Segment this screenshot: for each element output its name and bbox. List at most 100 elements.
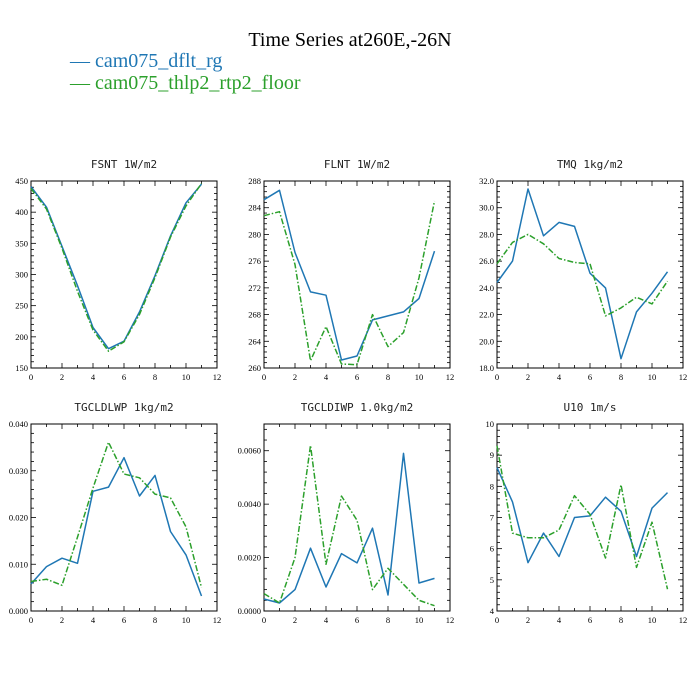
x-tick-label: 2: [526, 372, 530, 382]
x-tick-label: 4: [91, 372, 96, 382]
y-tick-label: 150: [15, 363, 28, 373]
plot-frame: [263, 180, 451, 369]
legend-item-series2: — cam075_thlp2_rtp2_floor: [70, 72, 301, 94]
y-tick-label: 18.0: [479, 363, 494, 373]
y-tick-label: 276: [248, 256, 261, 266]
series-line-1: [263, 189, 436, 361]
y-tick-label: 32.0: [479, 176, 494, 186]
y-tick-label: 20.0: [479, 336, 494, 346]
series-line-1: [263, 452, 435, 604]
x-tick-label: 4: [557, 615, 562, 625]
x-tick-label: 0: [29, 372, 33, 382]
y-tick-label: 0.030: [9, 466, 28, 476]
panel-title: TMQ 1kg/m2: [557, 158, 623, 171]
y-tick-label: 272: [248, 283, 261, 293]
x-tick-label: 4: [324, 372, 329, 382]
series-line-2: [496, 233, 669, 317]
y-tick-label: 400: [15, 207, 28, 217]
y-tick-label: 22.0: [479, 310, 494, 320]
series-line-2: [496, 445, 669, 590]
x-tick-label: 6: [588, 372, 592, 382]
y-tick-label: 200: [15, 332, 28, 342]
x-tick-label: 8: [619, 372, 623, 382]
x-tick-label: 0: [262, 615, 266, 625]
panel-title: TGCLDIWP 1.0kg/m2: [301, 401, 414, 414]
y-tick-label: 4: [490, 606, 495, 616]
chart-panel-2: FLNT 1W/m2 0 2 4 6 8 10 12 260 264 268 272 276 280 284…: [248, 158, 454, 382]
series-line-2: [30, 441, 203, 588]
y-tick-label: 0.0060: [238, 446, 261, 456]
plot-frame: [496, 180, 684, 369]
y-tick-label: 0.0040: [238, 499, 261, 509]
y-tick-label: 10: [486, 419, 495, 429]
legend-item-series1: — cam075_dflt_rg: [70, 50, 223, 72]
x-tick-label: 10: [182, 372, 191, 382]
y-tick-label: 8: [490, 481, 494, 491]
x-tick-label: 0: [29, 615, 33, 625]
series-line-2: [263, 200, 436, 366]
x-tick-label: 8: [386, 372, 390, 382]
x-tick-label: 12: [446, 372, 455, 382]
series-line-2: [263, 444, 435, 607]
y-tick-label: 0.040: [9, 419, 28, 429]
y-tick-label: 260: [248, 363, 261, 373]
x-tick-label: 6: [588, 615, 592, 625]
x-tick-label: 4: [324, 615, 329, 625]
x-tick-label: 2: [293, 615, 297, 625]
x-tick-label: 12: [679, 615, 688, 625]
plot-frame: [496, 423, 684, 612]
chart-panel-6: U10 1m/s 0 2 4 6 8 10 12 4 5 6 7 8 9 10: [486, 401, 688, 625]
y-tick-label: 7: [490, 513, 494, 523]
y-tick-label: 0.0000: [238, 606, 261, 616]
chart-panel-5: TGCLDIWP 1.0kg/m2 0 2 4 6 8 10 12 0.0000 0.0020 0.…: [238, 401, 455, 625]
y-tick-label: 5: [490, 575, 494, 585]
y-tick-label: 28.0: [479, 229, 494, 239]
series-line-1: [496, 467, 669, 564]
panel-title: FSNT 1W/m2: [91, 158, 157, 171]
x-tick-label: 0: [495, 372, 499, 382]
panel-title: FLNT 1W/m2: [324, 158, 390, 171]
x-tick-label: 2: [293, 372, 297, 382]
y-tick-label: 264: [248, 336, 262, 346]
y-tick-label: 0.0020: [238, 553, 261, 563]
series-line-1: [30, 183, 203, 350]
x-tick-label: 2: [526, 615, 530, 625]
series-line-1: [496, 188, 669, 360]
x-tick-label: 8: [386, 615, 390, 625]
figure-title: Time Series at260E,-26N: [248, 29, 452, 51]
x-tick-label: 10: [415, 372, 424, 382]
legend: — cam075_dflt_rg — cam075_thlp2_rtp2_flo…: [70, 50, 301, 94]
x-tick-label: 10: [648, 615, 657, 625]
y-tick-label: 300: [15, 270, 28, 280]
panel-title: U10 1m/s: [564, 401, 617, 414]
panel-title: TGCLDLWP 1kg/m2: [74, 401, 173, 414]
plot-frame: [30, 423, 218, 612]
chart-panel-1: FSNT 1W/m2 0 2 4 6 8 10 12 150 200 250 300 350 400 450: [15, 158, 221, 382]
x-tick-label: 10: [415, 615, 424, 625]
y-tick-label: 24.0: [479, 283, 494, 293]
x-tick-label: 8: [619, 615, 623, 625]
x-tick-label: 10: [648, 372, 657, 382]
y-tick-label: 250: [15, 301, 28, 311]
x-tick-label: 6: [355, 615, 359, 625]
y-tick-label: 0.000: [9, 606, 28, 616]
x-tick-label: 2: [60, 372, 64, 382]
x-tick-label: 4: [557, 372, 562, 382]
y-tick-label: 30.0: [479, 203, 494, 213]
y-tick-label: 268: [248, 310, 261, 320]
y-tick-label: 9: [490, 450, 494, 460]
x-tick-label: 0: [262, 372, 266, 382]
y-tick-label: 284: [248, 203, 262, 213]
x-tick-label: 2: [60, 615, 64, 625]
x-tick-label: 6: [122, 615, 126, 625]
y-tick-label: 6: [490, 544, 494, 554]
y-tick-label: 26.0: [479, 256, 494, 266]
y-tick-label: 280: [248, 229, 261, 239]
x-tick-label: 0: [495, 615, 499, 625]
chart-panel-4: TGCLDLWP 1kg/m2 0 2 4 6 8 10 12 0.000 0.010 0.020 0…: [9, 401, 221, 625]
x-tick-label: 8: [153, 615, 157, 625]
y-tick-label: 288: [248, 176, 261, 186]
x-tick-label: 4: [91, 615, 96, 625]
x-tick-label: 12: [213, 372, 222, 382]
